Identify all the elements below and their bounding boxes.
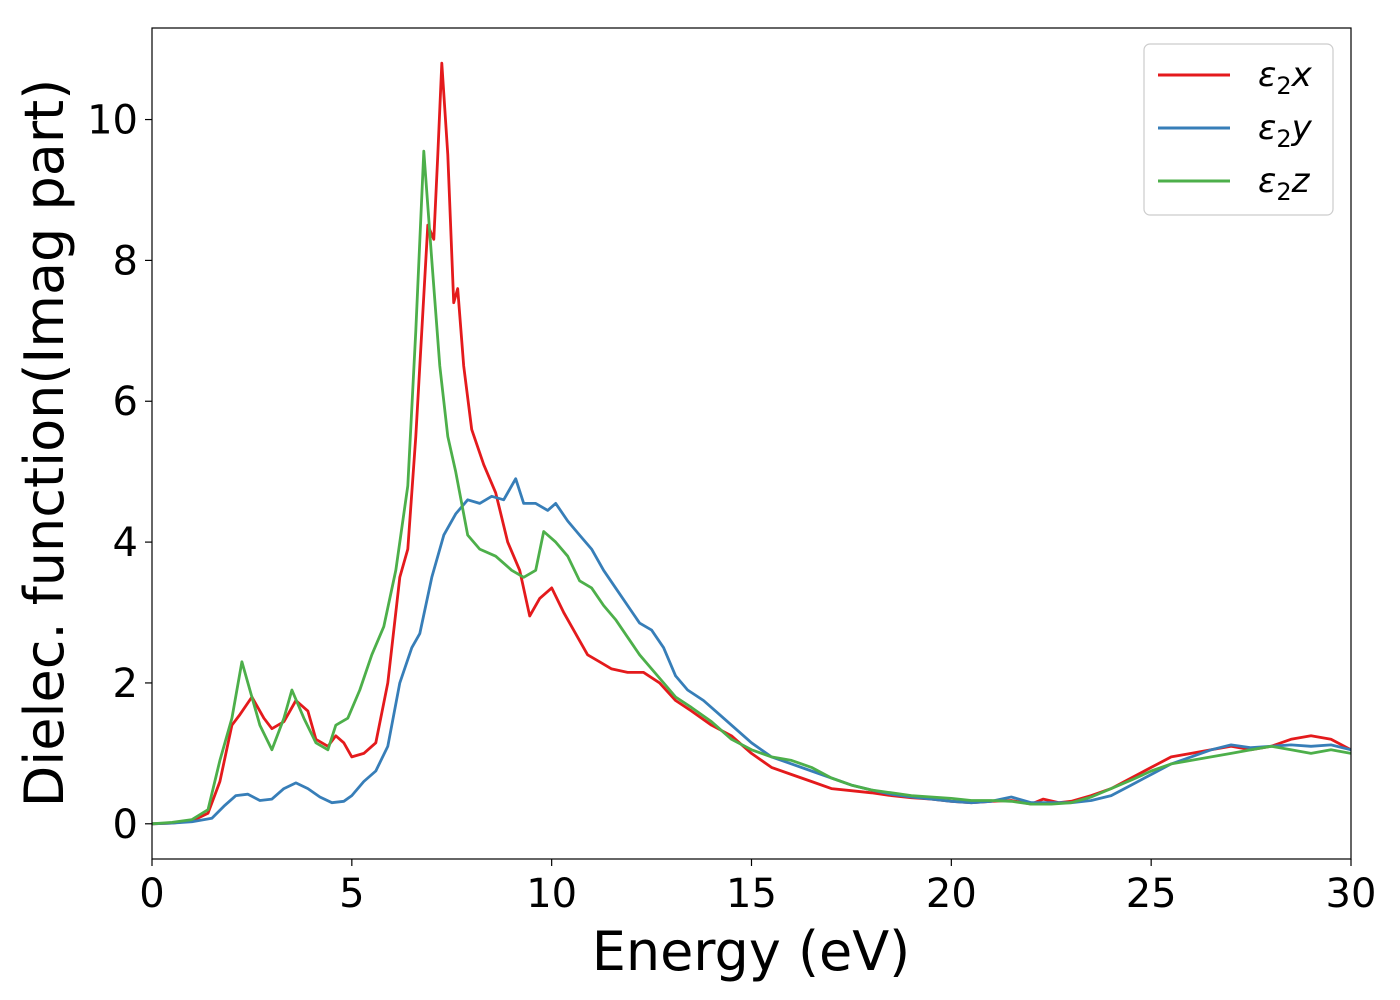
series-line-y xyxy=(152,477,1351,826)
x-tick-label: 15 xyxy=(726,871,777,917)
y-tick-label: 10 xyxy=(87,98,138,144)
y-axis-label: Dielec. function(Imag part) xyxy=(13,79,76,808)
x-axis: 0 5 10 15 20 25 30 xyxy=(139,859,1376,917)
x-tick-label: 25 xyxy=(1126,871,1177,917)
legend-label-y: ε2y xyxy=(1258,108,1313,153)
y-tick-label: 8 xyxy=(113,238,138,284)
x-tick-label: 20 xyxy=(926,871,977,917)
legend-label-z: ε2z xyxy=(1258,161,1311,206)
y-tick-label: 0 xyxy=(113,802,138,848)
x-tick-label: 10 xyxy=(526,871,577,917)
series-layer xyxy=(152,61,1351,826)
y-axis: 0 2 4 6 8 10 xyxy=(87,98,152,848)
x-tick-label: 0 xyxy=(139,871,164,917)
x-tick-label: 30 xyxy=(1326,871,1377,917)
x-axis-label: Energy (eV) xyxy=(592,920,911,983)
y-tick-label: 6 xyxy=(113,379,138,425)
legend-label-x: ε2x xyxy=(1258,55,1313,100)
legend: ε2x ε2y ε2z xyxy=(1143,43,1334,216)
y-tick-label: 4 xyxy=(113,520,138,566)
y-tick-label: 2 xyxy=(113,661,138,707)
series-line-z xyxy=(152,149,1351,826)
legend-box xyxy=(1143,43,1334,216)
x-tick-label: 5 xyxy=(339,871,364,917)
